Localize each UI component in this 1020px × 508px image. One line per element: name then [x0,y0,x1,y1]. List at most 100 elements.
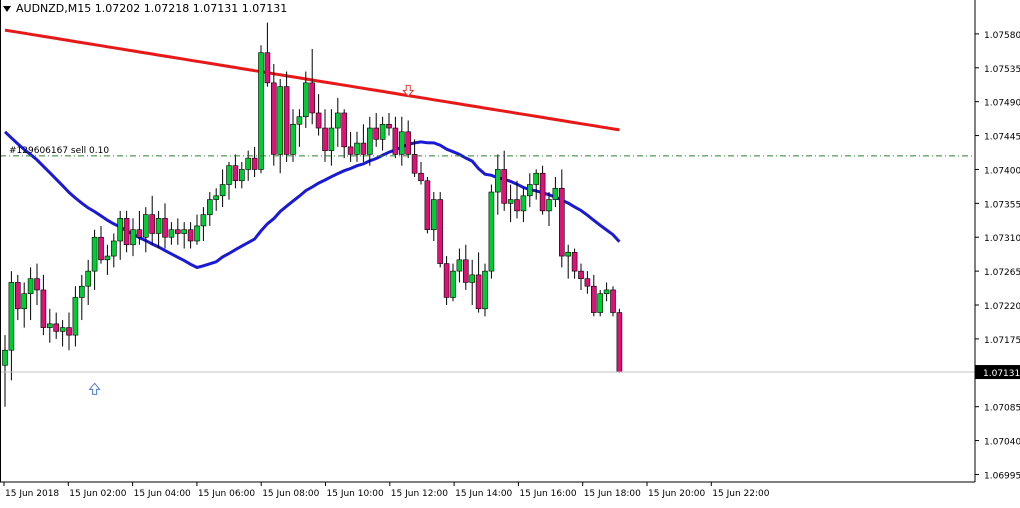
candle-body[interactable] [207,199,213,215]
candle-body[interactable] [79,285,85,298]
candle-body[interactable] [130,229,136,246]
candle-body[interactable] [437,199,444,264]
candle-body[interactable] [469,274,476,283]
candle-body[interactable] [603,289,610,295]
candle-body[interactable] [27,278,34,295]
candle-body[interactable] [475,274,482,310]
candle-body[interactable] [565,251,572,257]
candle-body[interactable] [155,218,162,234]
candle-body[interactable] [270,82,277,155]
candle-body[interactable] [315,112,322,129]
candle-body[interactable] [347,146,354,155]
candle-body[interactable] [482,270,488,310]
candle-body[interactable] [360,142,367,155]
candle-body[interactable] [411,154,418,174]
candle-body[interactable] [175,229,181,234]
candle-body[interactable] [85,270,91,287]
candle-body[interactable] [181,229,187,234]
candle-body[interactable] [398,131,405,155]
candle-body[interactable] [430,199,437,231]
candle-body[interactable] [46,323,53,328]
candle-body[interactable] [546,199,552,212]
candle-body[interactable] [533,172,540,185]
candle-body[interactable] [123,218,130,246]
candle-body[interactable] [373,127,380,140]
candle-body[interactable] [187,229,194,242]
candle-body[interactable] [392,127,399,155]
candle-body[interactable] [245,157,251,170]
candle-body[interactable] [296,116,303,125]
candle-body[interactable] [53,323,60,332]
candle-body[interactable] [514,199,520,212]
candle-body[interactable] [111,240,117,257]
candle-body[interactable] [590,285,597,313]
candle-body[interactable] [443,263,450,298]
candle-body[interactable] [309,82,316,114]
candle-body[interactable] [424,180,431,231]
candle-body[interactable] [290,123,296,155]
candle-body[interactable] [200,214,207,227]
candle-body[interactable] [34,278,40,291]
candle-body[interactable] [59,327,66,332]
candle-body[interactable] [610,289,616,313]
candle-body[interactable] [251,157,258,170]
collapse-triangle-icon[interactable] [3,5,11,12]
candle-body[interactable] [104,255,111,261]
candle-body[interactable] [277,86,284,155]
candle-body[interactable] [143,214,149,238]
candle-body[interactable] [418,172,424,182]
candle-body[interactable] [194,225,200,242]
candle-body[interactable] [168,229,175,238]
candle-body[interactable] [539,172,546,212]
candle-body[interactable] [258,52,264,170]
candle-body[interactable] [456,259,463,272]
candle-body[interactable] [117,218,123,242]
candle-body[interactable] [72,297,79,336]
candle-body[interactable] [322,127,328,151]
candle-body[interactable] [571,251,578,272]
buy-arrow-icon[interactable] [88,382,101,395]
candle-body[interactable] [552,187,559,200]
candle-body[interactable] [15,282,21,310]
candle-body[interactable] [328,127,335,151]
candle-body[interactable] [149,214,155,234]
candle-body[interactable] [302,82,309,118]
candle-body[interactable] [520,195,527,212]
candle-body[interactable] [162,218,168,238]
candle-body[interactable] [66,327,72,336]
candle-body[interactable] [219,184,226,197]
candle-body[interactable] [558,187,565,257]
candle-body[interactable] [40,289,47,328]
candle-body[interactable] [226,165,232,185]
candle-body[interactable] [450,270,456,298]
candle-body[interactable] [8,282,15,351]
candle-body[interactable] [98,236,104,261]
candle-body[interactable] [494,169,501,193]
sell-arrow-icon[interactable] [402,84,415,98]
candle-body[interactable] [584,278,591,287]
candle-body[interactable] [578,270,584,279]
candle-body[interactable] [501,169,508,204]
candle-body[interactable] [264,52,271,84]
candle-body[interactable] [2,349,8,366]
candle-body[interactable] [405,131,412,155]
candle-body[interactable] [616,312,623,373]
candle-body[interactable] [526,184,533,197]
candle-body[interactable] [136,229,143,238]
candle-body[interactable] [21,293,28,310]
candle-body[interactable] [507,199,514,204]
candle-body[interactable] [462,259,469,283]
candle-body[interactable] [334,112,341,129]
candle-body[interactable] [386,123,392,129]
candle-body[interactable] [366,127,373,155]
candle-body[interactable] [488,191,495,272]
candle-body[interactable] [354,142,360,155]
candle-body[interactable] [232,165,239,182]
candle-body[interactable] [91,236,98,272]
candle-body[interactable] [239,169,245,182]
candle-body[interactable] [379,123,386,140]
candle-body[interactable] [597,293,604,313]
candle-body[interactable] [341,112,348,148]
